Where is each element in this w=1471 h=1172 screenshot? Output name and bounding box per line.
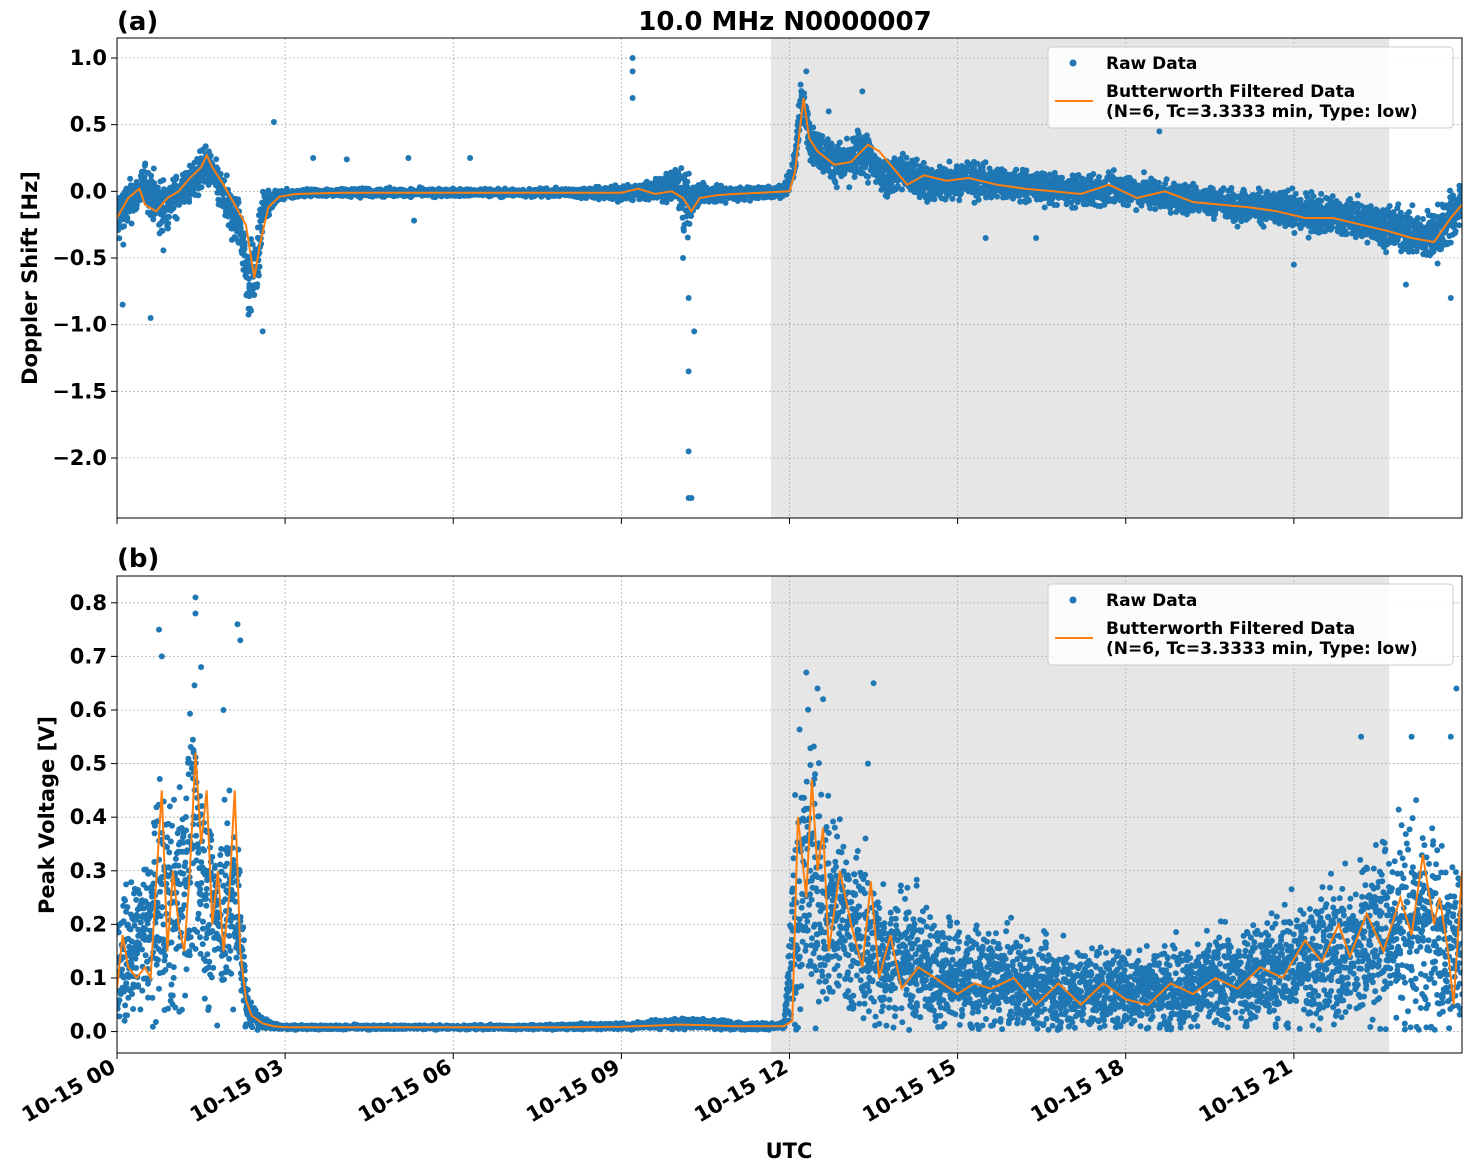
raw-data-point: [855, 131, 862, 138]
raw-data-point: [810, 124, 817, 131]
raw-data-point: [1110, 167, 1117, 174]
raw-data-point: [257, 223, 264, 230]
raw-data-point: [680, 227, 687, 234]
raw-data-point: [124, 214, 131, 221]
raw-data-point: [120, 241, 127, 248]
raw-data-point: [165, 220, 172, 227]
raw-data-point: [949, 195, 956, 202]
raw-data-point: [255, 272, 262, 279]
raw-data-point: [159, 227, 166, 234]
raw-data-point: [249, 241, 256, 248]
raw-data-point: [141, 162, 148, 169]
raw-data-point: [248, 307, 254, 314]
raw-data-point: [899, 186, 905, 193]
raw-data-point: [843, 135, 850, 142]
raw-data-point: [956, 197, 963, 204]
raw-data-point: [254, 281, 261, 288]
raw-data-point: [1072, 204, 1079, 211]
raw-data-point: [251, 291, 258, 298]
raw-data-point: [186, 198, 193, 205]
raw-data-point: [160, 177, 167, 184]
raw-data-point: [946, 158, 953, 165]
raw-data-point: [686, 220, 693, 227]
doppler-panel: 1.00.50.0−0.5−1.0−1.5−2.0 (a) Doppler Sh…: [18, 7, 1463, 524]
raw-data-point: [931, 196, 938, 203]
raw-data-point: [920, 159, 927, 166]
raw-data-point: [202, 143, 209, 150]
raw-data-point: [148, 172, 155, 179]
raw-data-point: [237, 222, 244, 229]
raw-data-point: [150, 165, 157, 172]
raw-data-point: [975, 196, 982, 203]
raw-data-point: [164, 225, 171, 232]
raw-data-point: [235, 199, 242, 206]
raw-data-point: [195, 192, 202, 199]
raw-data-point: [127, 175, 134, 182]
raw-data-point: [207, 152, 214, 159]
raw-data-point: [173, 173, 180, 180]
raw-data-point: [141, 174, 148, 181]
raw-data-point: [819, 133, 826, 140]
raw-data-point: [121, 223, 128, 230]
raw-data-point: [248, 236, 255, 243]
raw-data-point: [1025, 197, 1032, 204]
raw-data-point: [160, 247, 167, 254]
raw-data-point: [198, 184, 205, 191]
raw-data-point: [1023, 167, 1030, 174]
raw-data-point: [1096, 174, 1102, 180]
raw-data-point: [128, 220, 135, 227]
raw-data-point: [1090, 171, 1097, 177]
raw-data-point: [678, 165, 685, 172]
raw-data-point: [797, 81, 804, 88]
raw-data-point: [1054, 202, 1060, 208]
raw-data-point: [217, 171, 224, 177]
raw-data-point: [166, 214, 172, 220]
raw-data-point: [223, 172, 230, 179]
figure-title: 10.0 MHz N0000007: [638, 7, 931, 37]
raw-data-point: [685, 170, 692, 177]
raw-data-point: [213, 156, 220, 163]
raw-data-point: [982, 159, 989, 166]
raw-data-point: [1041, 204, 1048, 211]
raw-data-point: [684, 234, 691, 241]
raw-data-point: [256, 263, 263, 270]
raw-data-point: [865, 179, 871, 186]
raw-data-point: [170, 205, 177, 212]
raw-data-point: [846, 184, 853, 191]
raw-data-point: [833, 184, 840, 191]
raw-data-point: [173, 215, 180, 222]
raw-data-point: [722, 199, 729, 206]
raw-data-point: [241, 239, 248, 246]
raw-data-point: [189, 164, 196, 171]
raw-data-point: [994, 193, 1001, 200]
raw-data-point: [836, 139, 843, 146]
raw-data-point: [150, 216, 157, 223]
raw-data-point: [903, 154, 910, 161]
raw-data-point: [913, 156, 920, 163]
raw-data-point: [214, 166, 221, 173]
raw-data-point: [241, 232, 247, 239]
raw-data-point: [865, 173, 871, 180]
raw-data-point: [117, 235, 123, 242]
raw-data-point: [1013, 166, 1020, 173]
